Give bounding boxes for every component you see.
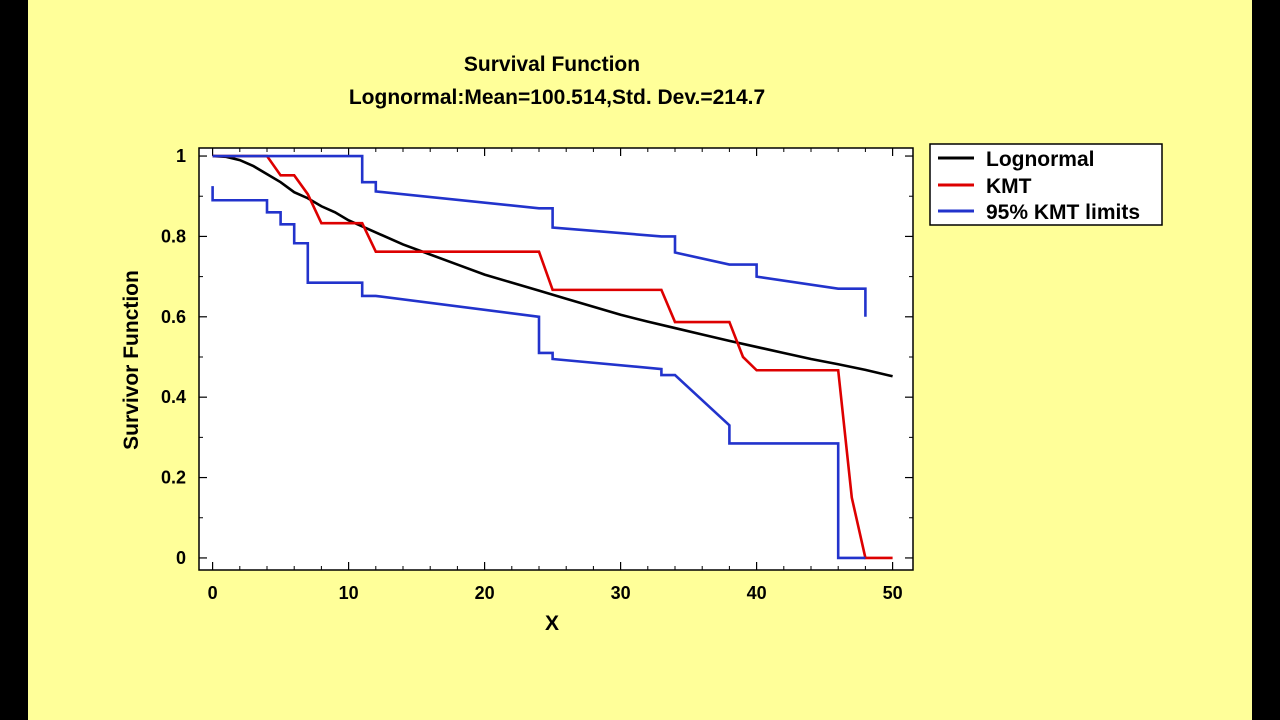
x-tick-label: 30	[611, 583, 631, 603]
x-tick-label: 50	[883, 583, 903, 603]
x-tick-label: 10	[339, 583, 359, 603]
x-tick-label: 40	[747, 583, 767, 603]
legend: Lognormal KMT 95% KMT limits	[929, 143, 1163, 226]
y-axis-label: Survivor Function	[120, 270, 143, 450]
survival-chart: Survival Function Lognormal:Mean=100.514…	[120, 53, 1163, 635]
series-line-95-kmt-limits-upper	[212, 154, 867, 317]
x-tick-label: 20	[475, 583, 495, 603]
y-tick-label: 0.2	[161, 468, 186, 488]
y-tick-label: 1	[176, 146, 186, 166]
series-group	[211, 154, 893, 560]
legend-label-kmt: KMT	[986, 175, 1032, 198]
y-tick-label: 0.4	[161, 387, 186, 407]
chart-title: Survival Function	[464, 53, 640, 76]
chart-background: Survival Function Lognormal:Mean=100.514…	[28, 0, 1252, 720]
y-tick-label: 0.8	[161, 226, 186, 246]
x-tick-label: 0	[208, 583, 218, 603]
chart-subtitle: Lognormal:Mean=100.514,Std. Dev.=214.7	[349, 86, 765, 109]
series-line-kmt	[212, 154, 893, 560]
y-tick-label: 0.6	[161, 307, 186, 327]
y-tick-label: 0	[176, 548, 186, 568]
series-line-lognormal	[212, 154, 893, 378]
legend-label-lognormal: Lognormal	[986, 148, 1095, 171]
axis-ticks: 0 10 20 30 40 50 0 0.2 0.4 0.6 0.8 1	[161, 146, 913, 603]
legend-label-kmt-limits: 95% KMT limits	[986, 201, 1140, 224]
series-line-95-kmt-limits-lower	[211, 186, 866, 560]
x-axis-label: X	[545, 612, 559, 635]
